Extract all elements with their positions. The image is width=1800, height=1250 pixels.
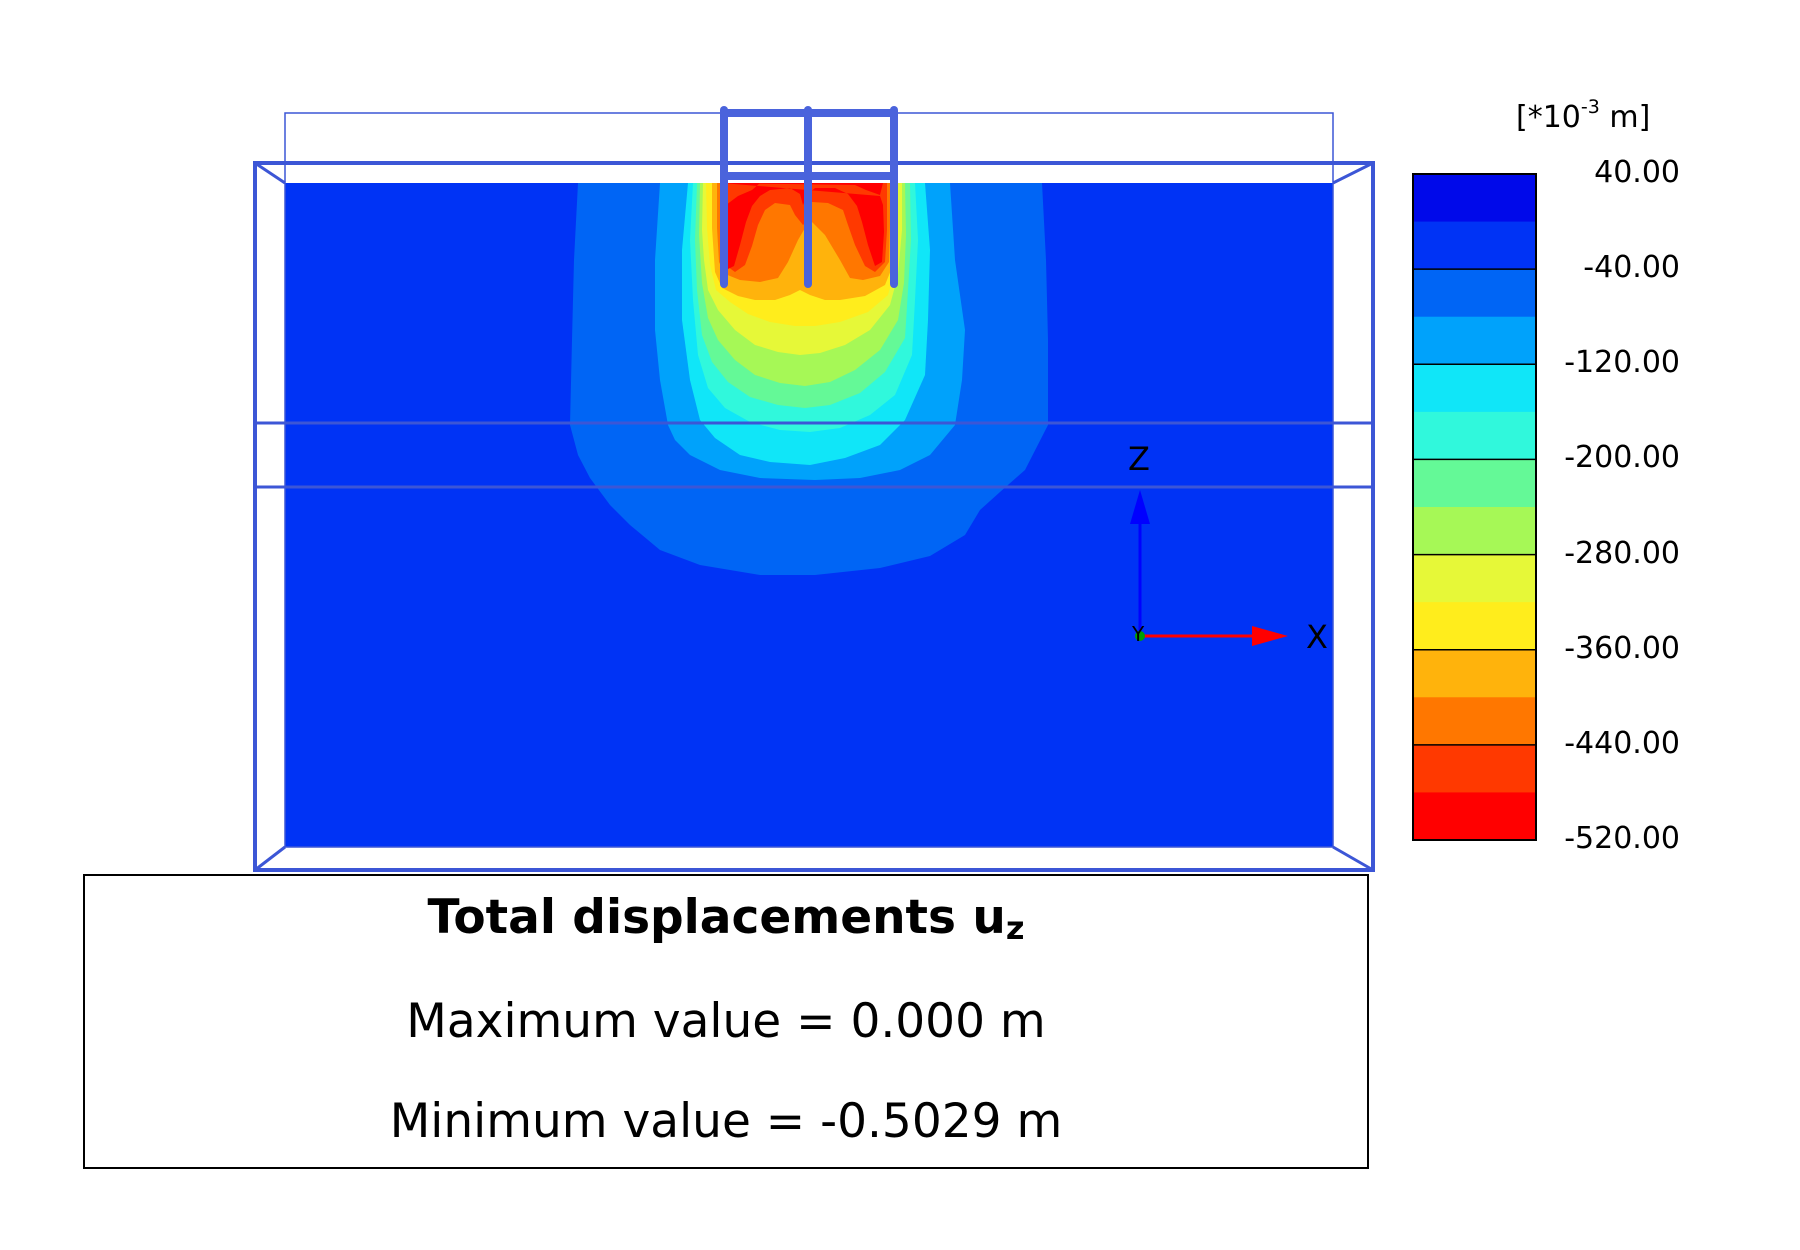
- edge-tr: [1332, 161, 1374, 185]
- legend-swatch: [1413, 554, 1536, 603]
- edge-tl: [254, 161, 286, 185]
- maximum-value-text: Maximum value = 0.000 m: [406, 994, 1046, 1049]
- legend-border: [1412, 173, 1537, 841]
- legend-swatch: [1413, 459, 1536, 508]
- legend-swatch: [1413, 792, 1536, 841]
- legend-unit: [*10-3 m]: [1516, 96, 1651, 135]
- z-axis-arrowhead: [1130, 490, 1150, 524]
- legend-swatch: [1413, 507, 1536, 556]
- legend-label: -40.00: [1583, 250, 1680, 286]
- result-title: Total displacements uz: [427, 890, 1025, 947]
- legend-swatch: [1413, 221, 1536, 270]
- legend-swatch: [1413, 174, 1536, 223]
- y-axis-marker: [1135, 631, 1145, 641]
- z-axis-label: Z: [1128, 440, 1150, 478]
- legend-swatch: [1413, 697, 1536, 746]
- legend-swatch: [1413, 364, 1536, 413]
- legend-label: -360.00: [1564, 630, 1680, 666]
- contour-band-11: [720, 183, 887, 272]
- legend-color-bar: [1412, 173, 1537, 841]
- x-axis-label: X: [1306, 618, 1328, 656]
- legend-swatch: [1413, 316, 1536, 365]
- y-axis-label: Y: [1132, 622, 1145, 646]
- legend-swatch: [1413, 649, 1536, 698]
- x-axis-arrowhead: [1252, 626, 1288, 646]
- contour-band-13: [721, 183, 884, 270]
- pile-structure: [720, 106, 898, 288]
- legend-label: -440.00: [1564, 725, 1680, 761]
- edge-br: [1332, 845, 1374, 872]
- model-outline-front: [253, 161, 1375, 872]
- legend-swatch: [1413, 269, 1536, 318]
- edge-bl: [254, 845, 286, 872]
- legend-label: 40.00: [1594, 155, 1680, 190]
- result-info-box: Total displacements uz Maximum value = 0…: [83, 874, 1369, 1169]
- contour-band-12: [720, 183, 883, 195]
- legend-label: -120.00: [1564, 345, 1680, 381]
- legend-label: -280.00: [1564, 535, 1680, 571]
- legend-label: -200.00: [1564, 440, 1680, 476]
- legend-swatch: [1413, 411, 1536, 460]
- minimum-value-text: Minimum value = -0.5029 m: [389, 1094, 1063, 1149]
- legend-swatch: [1413, 602, 1536, 651]
- legend-swatch: [1413, 744, 1536, 793]
- legend-label: -520.00: [1564, 821, 1680, 856]
